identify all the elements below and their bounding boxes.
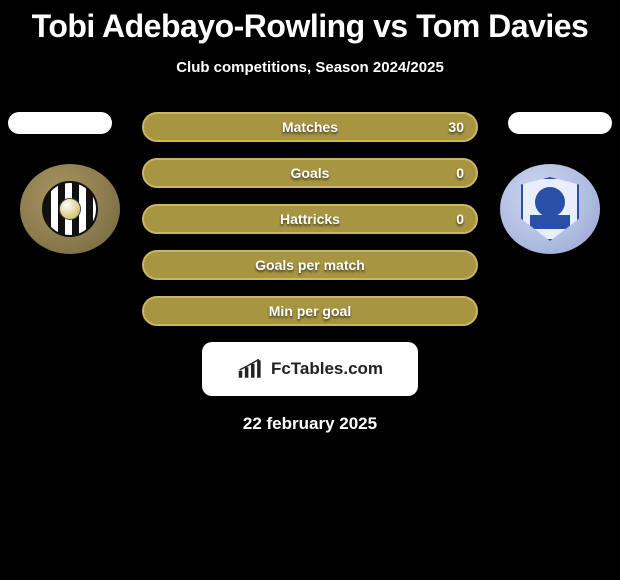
player-pill-left [8, 112, 112, 134]
branding-text: FcTables.com [271, 359, 383, 379]
notts-county-crest-icon [42, 181, 98, 237]
stat-bar-goals: Goals 0 [142, 158, 478, 188]
stat-bar-goals-per-match: Goals per match [142, 250, 478, 280]
page-title: Tobi Adebayo-Rowling vs Tom Davies [0, 0, 620, 45]
team-crest-right [500, 164, 600, 254]
date-text: 22 february 2025 [0, 414, 620, 434]
bar-chart-icon [237, 358, 265, 380]
stat-label: Goals [291, 165, 330, 181]
stat-label: Hattricks [280, 211, 340, 227]
stat-bars: Matches 30 Goals 0 Hattricks 0 Goals per… [142, 112, 478, 326]
comparison-stage: Matches 30 Goals 0 Hattricks 0 Goals per… [0, 112, 620, 326]
tranmere-rovers-crest-icon [521, 177, 579, 241]
stat-label: Goals per match [255, 257, 365, 273]
stat-right-value: 0 [456, 165, 464, 181]
stat-label: Matches [282, 119, 338, 135]
stat-right-value: 0 [456, 211, 464, 227]
branding-badge: FcTables.com [202, 342, 418, 396]
stat-label: Min per goal [269, 303, 351, 319]
team-crest-left [20, 164, 120, 254]
subtitle: Club competitions, Season 2024/2025 [0, 59, 620, 76]
stat-right-value: 30 [448, 119, 464, 135]
player-pill-right [508, 112, 612, 134]
stat-bar-hattricks: Hattricks 0 [142, 204, 478, 234]
stat-bar-min-per-goal: Min per goal [142, 296, 478, 326]
stat-bar-matches: Matches 30 [142, 112, 478, 142]
